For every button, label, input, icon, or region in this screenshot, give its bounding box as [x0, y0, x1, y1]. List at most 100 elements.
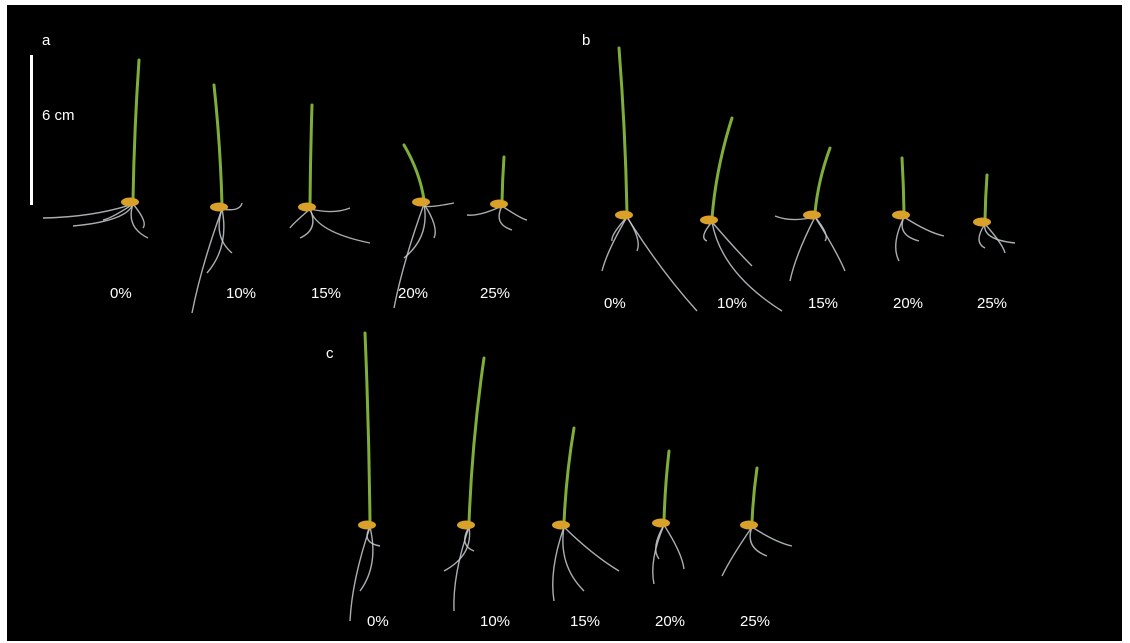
seed [457, 520, 475, 530]
seed [412, 197, 430, 207]
root [42, 203, 134, 219]
root [366, 526, 381, 547]
seedling-a-20 [393, 143, 455, 309]
seed [358, 520, 376, 530]
scale-bar [30, 55, 33, 205]
root [652, 524, 665, 585]
seed [210, 202, 228, 212]
shoot [710, 116, 734, 220]
root [191, 208, 223, 314]
shoot [212, 83, 224, 207]
seedling-b-10 [700, 116, 783, 312]
seedling-a-10 [191, 83, 243, 314]
seedling-b-15 [774, 146, 846, 282]
root [498, 205, 513, 231]
shoot [308, 103, 314, 207]
shoot [662, 449, 671, 523]
root [711, 221, 753, 267]
panel-b-label-10: 10% [717, 295, 748, 312]
panel-b-letter: b [582, 32, 591, 49]
seedling-b-25 [973, 173, 1016, 254]
seedling-photo [7, 5, 1122, 641]
seed [700, 215, 718, 225]
seedling-a-25 [466, 155, 528, 231]
seedling-c-20 [652, 449, 685, 585]
seed [803, 210, 821, 220]
seed [298, 202, 316, 212]
root [903, 216, 945, 237]
panel-a-label-15: 15% [311, 285, 342, 302]
root [132, 203, 145, 229]
root [655, 524, 665, 560]
root [563, 526, 620, 572]
panel-a-label-25: 25% [480, 285, 511, 302]
seed [552, 520, 570, 530]
shoot [562, 426, 576, 525]
shoot [363, 331, 372, 525]
scale-bar-label: 6 cm [42, 107, 75, 124]
root [464, 526, 475, 552]
seedling-a-0 [42, 58, 149, 239]
shoot [617, 46, 629, 215]
root [611, 216, 628, 242]
root [901, 216, 920, 242]
shoot [750, 466, 759, 525]
root [453, 526, 470, 612]
root [218, 208, 233, 254]
root [359, 526, 374, 592]
panel-b-label-20: 20% [893, 295, 924, 312]
seed [490, 199, 508, 209]
seedling-b-0 [601, 46, 698, 312]
seedling-a-15 [289, 103, 371, 244]
root [626, 216, 698, 312]
root [349, 526, 371, 622]
seed [121, 197, 139, 207]
root [711, 221, 783, 312]
seedling-c-25 [721, 466, 793, 577]
root [309, 207, 351, 213]
seedling-c-10 [443, 356, 486, 612]
root [789, 216, 816, 282]
root [749, 526, 768, 557]
panel-c-label-20: 20% [655, 613, 686, 630]
seed [740, 520, 758, 530]
seedling-c-0 [349, 331, 381, 622]
root [984, 223, 1016, 244]
panel-a-letter: a [42, 32, 51, 49]
root [978, 223, 986, 249]
root [721, 526, 753, 577]
root [423, 203, 436, 239]
root [814, 216, 846, 272]
panel-a-label-0: 0% [110, 285, 132, 302]
seedling-b-20 [892, 156, 945, 262]
shoot [402, 143, 426, 202]
panel-b-label-25: 25% [977, 295, 1008, 312]
root [206, 208, 225, 274]
panel-c-label-25: 25% [740, 613, 771, 630]
panel-c-label-0: 0% [367, 613, 389, 630]
panel-c-letter: c [326, 345, 334, 362]
panel-a-label-20: 20% [398, 285, 429, 302]
root [289, 208, 311, 229]
root [751, 526, 793, 547]
root [299, 208, 314, 239]
shoot [131, 58, 141, 202]
root [984, 223, 1006, 254]
root [393, 203, 425, 309]
root [663, 524, 685, 570]
seed [892, 210, 910, 220]
root [562, 526, 585, 592]
seed [615, 210, 633, 220]
shoot [467, 356, 486, 525]
panel-b-label-15: 15% [808, 295, 839, 312]
root [309, 208, 371, 244]
shoot [983, 173, 989, 222]
seed [973, 217, 991, 227]
shoot [813, 146, 832, 215]
seedling-c-15 [552, 426, 620, 602]
root [552, 526, 565, 602]
shoot [500, 155, 506, 204]
root [703, 221, 713, 242]
root [601, 216, 628, 272]
